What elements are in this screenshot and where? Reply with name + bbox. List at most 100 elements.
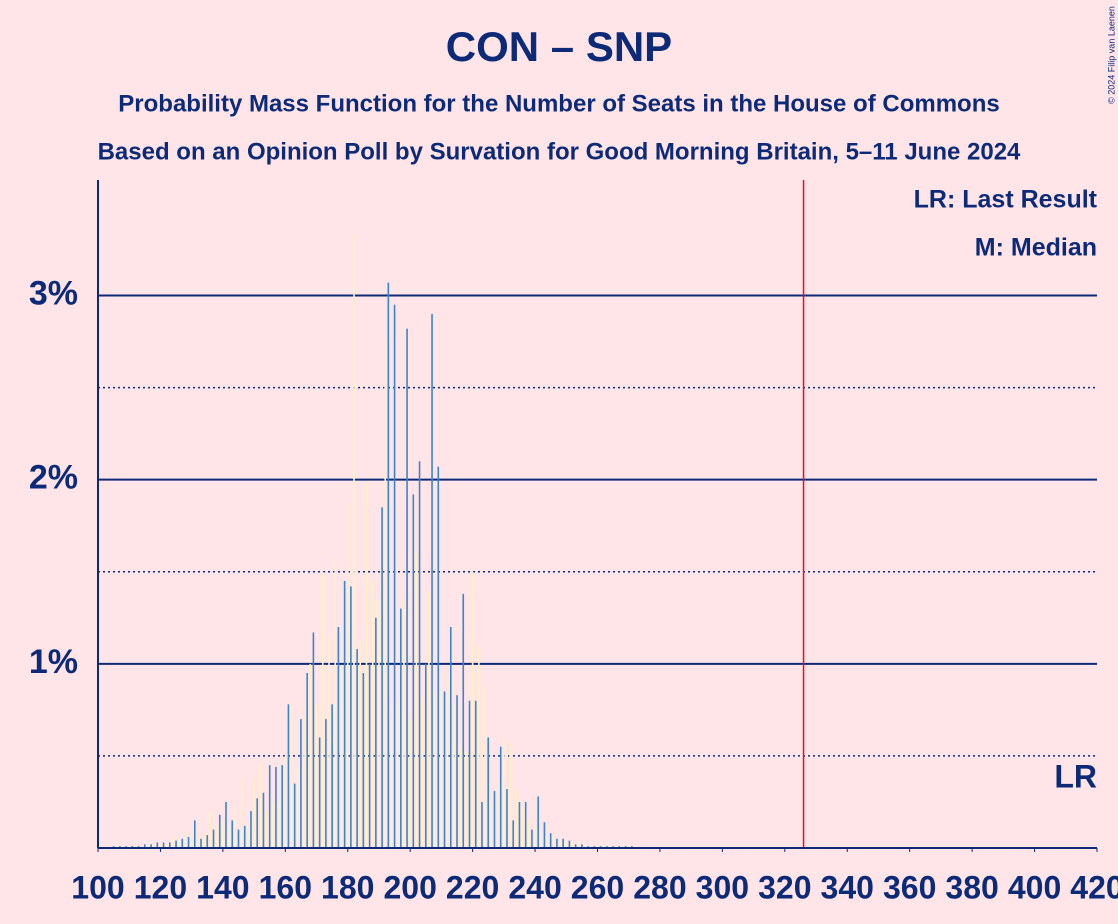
bar [462,593,465,848]
bar [478,645,480,848]
bar [321,571,324,848]
copyright: © 2024 Filip van Laenen [1106,6,1116,104]
bar [359,641,362,848]
bar [184,833,187,848]
bar [493,790,496,848]
bar [584,844,586,848]
bar [250,811,252,848]
bar [187,836,190,848]
bar [356,649,358,848]
x-tick-label: 240 [508,869,561,905]
bar [503,737,505,848]
x-tick-label: 180 [321,869,374,905]
bar [312,632,315,848]
bar [474,700,477,848]
bar [375,617,377,848]
bar [156,842,159,848]
bar [218,814,221,848]
bar [225,801,227,848]
bar [212,829,215,848]
bar [256,798,259,848]
bar [528,818,530,848]
bar [552,831,555,848]
bar [334,558,337,848]
bar [175,840,177,848]
bar [162,842,165,848]
bar [144,844,146,848]
bar [290,700,293,848]
x-tick-label: 260 [571,869,624,905]
bar [275,766,277,848]
bar [206,835,209,848]
bar [549,833,552,848]
bar [459,746,461,848]
bar [209,811,212,848]
legend-entry: M: Median [975,234,1097,262]
x-tick-label: 320 [758,869,811,905]
bar [346,501,349,848]
bar [272,803,274,848]
bar [468,700,471,848]
bar [496,778,499,848]
bar [306,673,308,848]
legend-entry: LR: Last Result [914,186,1098,214]
bar [456,695,458,848]
y-tick-label: 1% [29,643,78,681]
bar [534,825,536,848]
bar [415,553,418,848]
chart-title: CON – SNP [446,23,672,70]
bar [543,822,546,848]
bar [169,842,171,848]
bar [568,840,571,848]
bar [540,825,543,848]
bar [281,765,283,848]
bar [412,494,415,848]
bar [443,691,446,848]
bar [484,685,486,848]
x-tick-label: 400 [1008,869,1061,905]
bar [393,304,396,848]
bar [574,844,577,848]
bar [471,571,474,848]
bar [406,328,408,848]
bar [165,844,168,848]
bar [340,667,343,848]
bar [421,696,424,848]
bar [231,820,234,848]
bar [203,833,205,848]
bar [428,590,430,848]
bar [440,689,443,848]
bar [159,844,162,848]
x-tick-label: 220 [446,869,499,905]
bar [150,844,152,848]
bar [524,801,527,848]
bar [293,783,296,848]
bar [409,719,411,848]
bar [318,737,321,848]
bar [172,836,174,848]
bar [315,704,318,848]
bar [499,746,502,848]
bar [506,789,508,848]
x-tick-label: 200 [383,869,436,905]
bar [518,801,521,848]
bar [521,807,524,848]
bar [381,507,383,848]
bar [481,801,483,848]
x-tick-label: 360 [883,869,936,905]
bar [371,580,374,848]
bar [353,234,355,849]
bar [562,838,564,848]
bar [247,822,249,848]
x-tick-label: 280 [633,869,686,905]
bar [331,704,333,848]
bar [546,836,549,848]
bar [403,599,405,848]
bar [387,282,390,848]
bar [343,580,346,848]
x-tick-label: 380 [945,869,998,905]
bar [262,792,265,848]
bar [237,829,240,848]
